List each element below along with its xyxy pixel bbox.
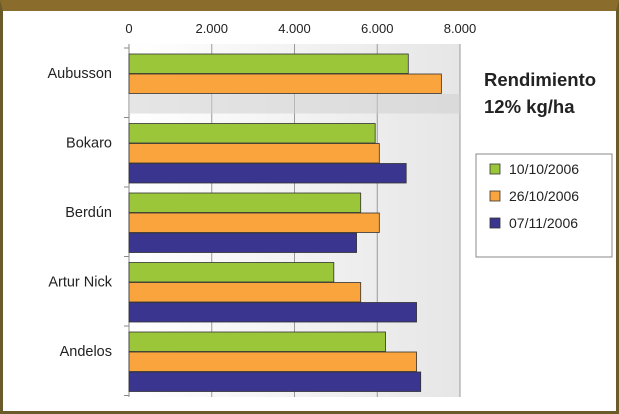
chart-title-line-1: Rendimiento xyxy=(484,69,596,90)
bar xyxy=(128,53,409,74)
chart-title-line-2: 12% kg/ha xyxy=(484,96,575,117)
bar xyxy=(128,331,386,352)
empty-slot xyxy=(129,94,460,114)
bar xyxy=(128,351,417,372)
x-tick-label: 6.000 xyxy=(361,21,394,36)
category-label: Aubusson xyxy=(48,66,113,82)
legend-swatch xyxy=(489,217,501,229)
category-label: Andelos xyxy=(60,344,112,360)
legend-label: 26/10/2006 xyxy=(509,188,579,204)
legend-swatch xyxy=(489,190,501,202)
bar xyxy=(128,123,376,144)
bar xyxy=(128,192,362,213)
bar xyxy=(128,302,417,323)
x-tick-label: 2.000 xyxy=(195,21,228,36)
x-tick-label: 8.000 xyxy=(444,21,477,36)
legend-swatch xyxy=(489,163,501,175)
bar xyxy=(128,232,357,253)
chart-title: Rendimiento 12% kg/ha xyxy=(484,69,596,117)
legend: 10/10/2006 26/10/2006 07/11/2006 xyxy=(475,153,613,258)
bar xyxy=(128,163,407,184)
category-label: Berdún xyxy=(65,205,112,221)
category-labels: Aubusson Bokaro Berdún Artur Nick Andelos xyxy=(48,66,113,360)
bar xyxy=(128,143,380,164)
bar xyxy=(128,262,335,283)
legend-label: 07/11/2006 xyxy=(509,215,578,231)
bar xyxy=(128,212,380,233)
x-tick-label: 0 xyxy=(125,21,132,36)
bars xyxy=(128,53,460,392)
legend-label: 10/10/2006 xyxy=(509,161,579,177)
category-label: Bokaro xyxy=(66,136,112,152)
x-tick-label: 4.000 xyxy=(278,21,311,36)
bar xyxy=(128,371,422,392)
category-label: Artur Nick xyxy=(48,275,112,291)
x-axis-ticks: 0 2.000 4.000 6.000 8.000 xyxy=(125,21,476,36)
bar xyxy=(128,73,442,94)
bar xyxy=(128,282,362,303)
